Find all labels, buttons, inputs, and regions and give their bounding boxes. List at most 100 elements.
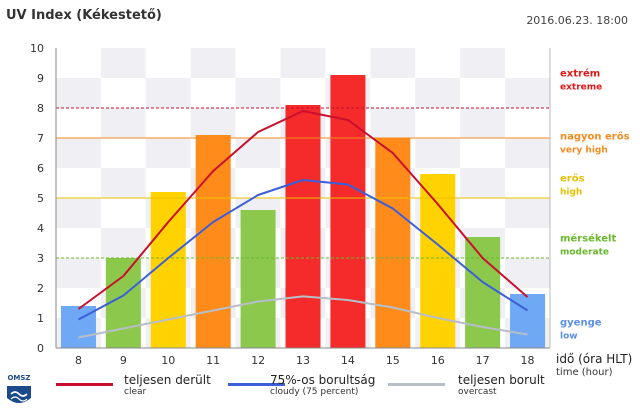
x-axis-label-en: time (hour) bbox=[556, 367, 613, 378]
legend-sub-clear: clear bbox=[124, 387, 147, 397]
y-tick-label: 9 bbox=[37, 72, 44, 85]
plot-cell bbox=[460, 48, 506, 78]
bar-9 bbox=[105, 258, 141, 348]
x-tick-label: 8 bbox=[75, 354, 82, 367]
level-label-high: erős bbox=[560, 173, 585, 185]
plot-cell bbox=[460, 78, 506, 108]
plot-cell bbox=[56, 198, 101, 228]
x-tick-label: 14 bbox=[341, 354, 355, 367]
series-line-0 bbox=[77, 110, 529, 310]
level-label-very-high: nagyon erős bbox=[560, 131, 630, 143]
plot-cell bbox=[235, 168, 281, 198]
plot-cell bbox=[370, 48, 416, 78]
legend-swatch-clear bbox=[56, 383, 113, 386]
plot-cell bbox=[100, 168, 146, 198]
level-sublabel-very-high: very high bbox=[560, 146, 608, 156]
plot-cell bbox=[415, 78, 461, 108]
series-line-2 bbox=[78, 295, 528, 339]
legend-sub-overcast: overcast bbox=[458, 387, 497, 397]
bar-11 bbox=[195, 135, 231, 348]
plot-cell bbox=[505, 168, 550, 198]
x-tick-label: 9 bbox=[120, 354, 127, 367]
y-tick-label: 4 bbox=[37, 222, 44, 235]
x-tick-label: 13 bbox=[296, 354, 310, 367]
legend-swatch-cloudy bbox=[228, 383, 285, 386]
y-tick-label: 6 bbox=[37, 162, 44, 175]
y-tick-label: 1 bbox=[37, 312, 44, 325]
y-tick-label: 0 bbox=[37, 342, 44, 355]
plot-cell bbox=[505, 228, 550, 258]
plot-cell bbox=[145, 48, 191, 78]
plot-cell bbox=[56, 168, 101, 198]
level-sublabel-high: high bbox=[560, 188, 582, 198]
plot-cell bbox=[505, 198, 550, 228]
bar-16 bbox=[420, 174, 456, 348]
y-tick-label: 2 bbox=[37, 282, 44, 295]
plot-cell bbox=[235, 138, 281, 168]
omsz-logo-text: OMSZ bbox=[7, 374, 31, 382]
chart-datetime: 2016.06.23. 18:00 bbox=[526, 14, 628, 27]
plot-cell bbox=[505, 78, 550, 108]
plot-cell bbox=[56, 228, 101, 258]
x-tick-label: 11 bbox=[206, 354, 220, 367]
bar-12 bbox=[240, 210, 276, 348]
plot-cell bbox=[190, 48, 236, 78]
x-tick-label: 12 bbox=[251, 354, 265, 367]
level-sublabel-extreme: extreme bbox=[560, 83, 602, 93]
plot-cell bbox=[145, 78, 191, 108]
plot-cell bbox=[100, 228, 146, 258]
axes bbox=[55, 48, 551, 349]
x-tick-labels: 8 9 10 11 12 13 14 15 16 17 18 bbox=[75, 354, 535, 367]
plot-cell bbox=[100, 108, 146, 138]
plot-cell bbox=[56, 78, 101, 108]
plot-cell bbox=[100, 48, 146, 78]
bar-17 bbox=[465, 237, 501, 348]
plot-cell bbox=[100, 198, 146, 228]
plot-cell bbox=[280, 48, 326, 78]
legend-swatch-overcast bbox=[388, 383, 445, 386]
level-labels: extrém extreme nagyon erős very high erős hig… bbox=[560, 68, 630, 342]
plot-cell bbox=[325, 48, 371, 78]
plot-cell bbox=[280, 78, 326, 108]
level-label-low: gyenge bbox=[560, 318, 602, 329]
y-tick-label: 3 bbox=[37, 252, 44, 265]
plot-cell bbox=[505, 48, 550, 78]
plot-cell bbox=[370, 108, 416, 138]
plot-cell bbox=[56, 258, 101, 288]
level-label-moderate: mérsékelt bbox=[560, 233, 616, 245]
plot-cell bbox=[235, 78, 281, 108]
omsz-logo-icon bbox=[7, 386, 31, 403]
x-tick-label: 10 bbox=[161, 354, 175, 367]
plot-cell bbox=[370, 78, 416, 108]
y-tick-label: 10 bbox=[30, 42, 44, 55]
bar-13 bbox=[285, 105, 321, 348]
bar-15 bbox=[375, 138, 411, 348]
plot-cell bbox=[56, 108, 101, 138]
legend-label-clear: teljesen derült bbox=[124, 373, 211, 387]
legend-label-overcast: teljesen borult bbox=[458, 373, 545, 387]
line-series bbox=[77, 110, 529, 339]
plot-cell bbox=[460, 138, 506, 168]
x-tick-label: 18 bbox=[521, 354, 535, 367]
chart-title: UV Index (Kékestető) bbox=[6, 8, 162, 23]
level-sublabel-low: low bbox=[560, 332, 578, 342]
plot-cell bbox=[415, 48, 461, 78]
bar-14 bbox=[330, 75, 366, 348]
plot-cell bbox=[460, 198, 506, 228]
x-tick-label: 16 bbox=[431, 354, 445, 367]
legend-label-cloudy: 75%-os borultság bbox=[270, 373, 376, 387]
y-tick-label: 8 bbox=[37, 102, 44, 115]
plot-cell bbox=[100, 78, 146, 108]
legend-sub-cloudy: cloudy (75 percent) bbox=[270, 387, 359, 397]
x-axis-label: idő (óra HLT) bbox=[556, 352, 633, 366]
plot-cell bbox=[415, 108, 461, 138]
x-tick-label: 15 bbox=[386, 354, 400, 367]
plot-cell bbox=[460, 108, 506, 138]
plot-cell bbox=[56, 138, 101, 168]
level-sublabel-moderate: moderate bbox=[560, 248, 609, 258]
plot-cell bbox=[235, 108, 281, 138]
plot-cell bbox=[190, 108, 236, 138]
plot-cell bbox=[460, 168, 506, 198]
plot-cell bbox=[145, 138, 191, 168]
